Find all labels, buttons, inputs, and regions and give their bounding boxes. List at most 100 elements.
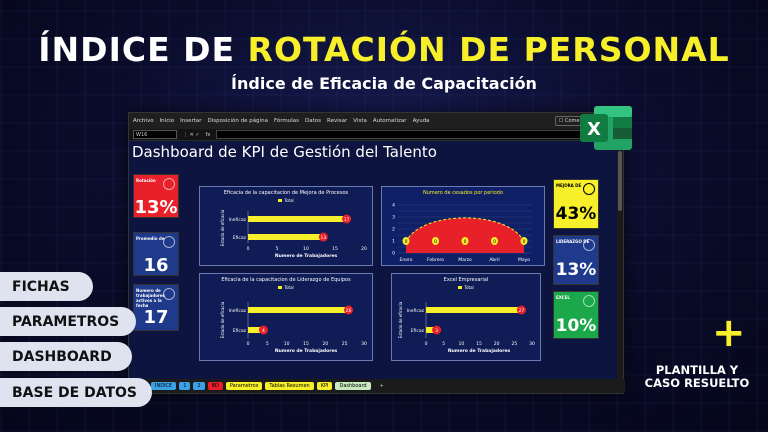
ribbon-formulas[interactable]: Fórmulas	[273, 118, 300, 124]
tab-kpi[interactable]: KPI	[316, 382, 333, 390]
y-axis-title: Estado de eficacia	[398, 301, 403, 338]
data-label: 0	[405, 239, 408, 245]
bar-chart-svg: 0 5 10 15 20 25 30 Ineficaz 27 Eficaz 3 Numero de T…	[398, 301, 535, 354]
bar	[248, 216, 347, 222]
ribbon-ayuda[interactable]: Ayuda	[412, 118, 430, 124]
data-label: 0	[464, 239, 467, 245]
x-tick-label: 20	[361, 246, 367, 252]
kpi-value: 17	[143, 307, 169, 328]
chart-excel-empresarial: Excel Empresarial Total 0 5 10 15 20 25 30 Inef…	[391, 273, 541, 361]
base-de-datos-button[interactable]: BASE DE DATOS	[0, 378, 152, 407]
kpi-promedio: Promedio de 16	[133, 232, 179, 276]
ribbon-datos[interactable]: Datos	[305, 118, 322, 124]
name-box[interactable]: W16	[133, 130, 177, 139]
formula-input[interactable]	[216, 130, 619, 139]
y-axis-title: Estado de eficacia	[220, 301, 225, 338]
page-title: ÍNDICE DE ROTACIÓN DE PERSONAL	[38, 30, 730, 69]
x-tick-label: 10	[303, 246, 309, 252]
group-icon	[163, 288, 175, 300]
x-tick-label: 0	[247, 341, 250, 347]
data-label-badge	[344, 305, 354, 315]
bar	[248, 234, 324, 240]
data-label-badge	[258, 325, 268, 335]
people-icon	[163, 178, 175, 190]
category-label: Ineficaz	[229, 308, 247, 314]
sheet-tabs: INDICE 1 2 BD Parametros Tablas Resumen …	[129, 379, 625, 393]
team-icon	[583, 239, 595, 251]
chart-legend: Total	[200, 198, 372, 203]
kpi-value: 43%	[555, 204, 597, 224]
dashboard-button[interactable]: DASHBOARD	[0, 342, 132, 371]
data-label: 4	[262, 328, 265, 334]
kpi-label: MEJORA DE	[556, 183, 582, 188]
tab-1[interactable]: 1	[179, 382, 191, 390]
kpi-label: LIDERAZGO DE	[556, 239, 590, 244]
data-label: 0	[493, 239, 496, 245]
data-label: 3	[435, 328, 438, 334]
ribbon-insertar[interactable]: Insertar	[180, 118, 202, 124]
chart-title: Excel Empresarial	[443, 277, 489, 283]
add-sheet-icon[interactable]: +	[379, 383, 384, 389]
ribbon-inicio[interactable]: Inicio	[159, 118, 175, 124]
data-label-badge	[516, 305, 526, 315]
area-outline	[405, 217, 525, 243]
tab-indice[interactable]: INDICE	[151, 382, 177, 390]
bar-chart-svg: 0 5 10 15 20 25 30 Ineficaz 26 Eficaz 4 Numero de T…	[220, 301, 367, 354]
ribbon-disposicion[interactable]: Disposición de página	[207, 118, 268, 124]
fichas-button[interactable]: FICHAS	[0, 272, 93, 301]
data-point	[461, 237, 469, 245]
x-tick-label: 25	[511, 341, 517, 347]
x-tick-label: 5	[266, 341, 269, 347]
category-label: Eficaz	[233, 235, 247, 241]
dashboard-title: Dashboard de KPI de Gestión del Talento	[132, 143, 437, 161]
tab-tablas-resumen[interactable]: Tablas Resumen	[265, 382, 314, 390]
promo-note: PLANTILLA Y CASO RESUELTO	[644, 363, 750, 390]
data-point	[402, 237, 410, 245]
vertical-scrollbar[interactable]	[617, 141, 623, 381]
x-tick-label: 10	[458, 341, 464, 347]
kpi-label: Numero de trabajadores activos a la fech…	[136, 288, 165, 308]
x-tick-label: Enero	[400, 257, 413, 263]
chart-legend: Total	[392, 285, 540, 290]
data-label: 17	[344, 217, 350, 223]
kpi-excel: EXCEL 10%	[553, 291, 599, 339]
category-label: Ineficaz	[407, 308, 425, 314]
chart-cesados: Numero de cesados por periodo 0 1 2 3 4 Enero…	[381, 186, 545, 266]
chart-title: Numero de cesados por periodo	[422, 190, 504, 196]
x-tick-label: 15	[303, 341, 309, 347]
tab-2[interactable]: 2	[193, 382, 205, 390]
data-label: 13	[321, 235, 327, 241]
data-label: 27	[519, 308, 525, 314]
parametros-button[interactable]: PARAMETROS	[0, 307, 136, 336]
y-tick-label: 4	[392, 203, 395, 209]
chart-legend: Total	[200, 285, 372, 290]
fx-icon: fx	[205, 131, 211, 138]
tab-bd[interactable]: BD	[207, 382, 223, 390]
data-label-badge	[318, 232, 328, 242]
kpi-value: 13%	[555, 260, 597, 280]
y-tick-label: 1	[392, 239, 395, 245]
ribbon-vista[interactable]: Vista	[353, 118, 367, 124]
x-axis-title: Numero de Trabajadores	[448, 348, 511, 354]
bar	[426, 327, 437, 333]
chart-liderazgo: Eficacia de la capacitacion de Liderazgo…	[199, 273, 373, 361]
bar	[248, 327, 264, 333]
x-tick-label: Mayo	[518, 257, 530, 263]
data-point	[520, 237, 528, 245]
tab-parametros[interactable]: Parametros	[225, 382, 263, 390]
bar-chart-svg: 0 5 10 15 20 Ineficaz 17 Eficaz 13 Numero de Trab…	[220, 209, 367, 259]
y-axis-title: Estado de eficacia	[220, 209, 225, 246]
tab-dashboard[interactable]: Dashboard	[335, 382, 371, 390]
excel-logo-icon: X	[580, 106, 632, 150]
chart-mejora-procesos: Eficacia de la capacitacion de Mejora de…	[199, 186, 373, 266]
x-tick-label: Febrero	[427, 257, 444, 263]
ribbon-revisar[interactable]: Revisar	[327, 118, 348, 124]
data-point	[432, 237, 439, 245]
ribbon-archivo[interactable]: Archivo	[133, 118, 154, 124]
x-tick-label: 30	[361, 341, 367, 347]
ribbon-automatizar[interactable]: Automatizar	[372, 118, 407, 124]
x-tick-label: 20	[322, 341, 328, 347]
data-label-badge	[432, 325, 442, 335]
data-label: 26	[346, 308, 352, 314]
page-subtitle: Índice de Eficacia de Capacitación	[231, 74, 537, 93]
